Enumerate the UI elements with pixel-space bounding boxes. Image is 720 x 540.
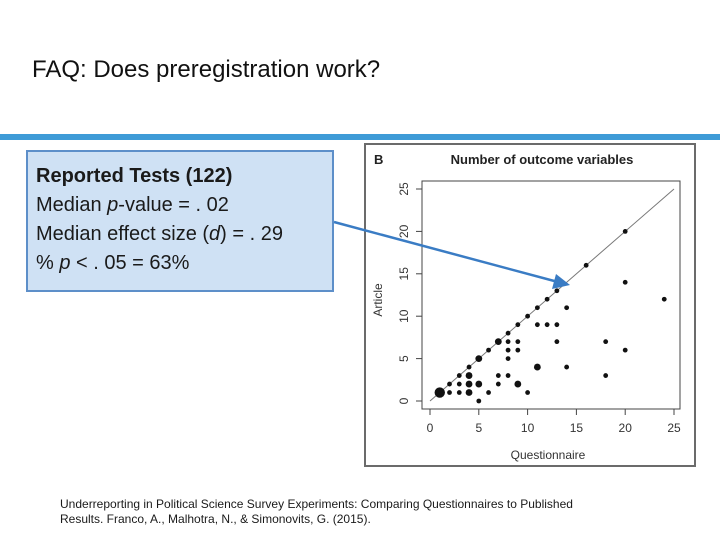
citation: Underreporting in Political Science Surv…	[60, 497, 700, 527]
stats-median-p: Median p-value = . 02	[36, 191, 324, 220]
scatter-point	[554, 288, 560, 294]
scatter-point	[603, 339, 609, 345]
scatter-point	[505, 373, 511, 378]
median-p-prefix: Median	[36, 194, 108, 216]
y-tick-label: 15	[397, 267, 411, 281]
scatter-point	[505, 330, 511, 336]
scatter-point	[456, 381, 462, 387]
scatter-point	[544, 296, 550, 302]
x-tick-label: 15	[570, 421, 584, 435]
scatter-point	[661, 296, 667, 302]
scatter-point	[514, 380, 522, 388]
y-tick-label: 5	[397, 355, 411, 362]
pct-prefix: %	[36, 252, 60, 274]
y-tick-label: 10	[397, 309, 411, 323]
chart-title: Number of outcome variables	[451, 152, 634, 167]
scatter-point	[495, 381, 501, 387]
scatter-point	[515, 347, 521, 353]
median-p-suffix: -value = . 02	[118, 194, 229, 216]
scatter-point	[475, 355, 483, 362]
scatter-point	[465, 389, 473, 396]
annotation-arrow	[333, 220, 559, 284]
scatter-figure: B Number of outcome variables 0 5 10 15 20 25…	[364, 143, 696, 467]
scatter-point	[515, 322, 521, 328]
median-d-italic: d	[209, 223, 221, 245]
pct-suffix: < . 05 = 63%	[70, 252, 190, 274]
scatter-point	[475, 380, 483, 388]
scatter-point	[622, 279, 628, 285]
x-axis-ticks: 0 5 10 15 20 25	[427, 409, 681, 435]
scatter-point	[515, 339, 521, 345]
scatter-point	[583, 262, 589, 268]
y-axis-ticks: 0 5 10 15 20 25	[397, 182, 422, 404]
plot-area-border	[421, 180, 681, 410]
scatter-point	[465, 372, 473, 379]
stats-heading: Reported Tests (122)	[36, 165, 233, 187]
scatter-point	[456, 373, 462, 378]
scatter-point	[564, 364, 570, 370]
median-d-prefix: Median effect size (	[36, 223, 210, 245]
scatter-point	[486, 347, 491, 353]
y-tick-label: 20	[397, 224, 411, 238]
scatter-point	[564, 305, 570, 311]
stats-callout-box: Reported Tests (122) Median p-value = . …	[26, 150, 334, 292]
panel-label: B	[374, 152, 383, 167]
scatter-point	[465, 380, 473, 388]
x-tick-label: 5	[475, 421, 482, 435]
scatter-point	[476, 398, 482, 404]
scatter-point	[534, 305, 540, 311]
citation-line-2: Results. Franco, A., Malhotra, N., & Sim…	[60, 512, 371, 526]
scatter-point	[505, 347, 511, 353]
slide-title: FAQ: Does preregistration work?	[32, 56, 381, 83]
scatter-point	[456, 390, 462, 395]
scatter-point	[434, 387, 445, 398]
x-tick-label: 10	[521, 421, 535, 435]
x-axis-label: Questionnaire	[511, 448, 586, 462]
scatter-point	[505, 356, 511, 361]
stats-percent-significant: % p < . 05 = 63%	[36, 249, 324, 278]
scatter-point	[603, 373, 609, 378]
median-d-suffix: ) = . 29	[220, 223, 283, 245]
scatter-chart: B Number of outcome variables 0 5 10 15 20 25…	[371, 152, 681, 462]
scatter-point	[544, 322, 550, 328]
x-tick-label: 0	[427, 421, 434, 435]
stats-median-d: Median effect size (d) = . 29	[36, 220, 324, 249]
scatter-point	[554, 322, 560, 328]
accent-rule	[0, 134, 720, 140]
scatter-point	[495, 373, 501, 378]
scatter-point	[554, 339, 560, 345]
scatter-point	[534, 322, 540, 328]
x-tick-label: 20	[619, 421, 633, 435]
y-axis-label: Article	[371, 283, 385, 317]
scatter-point	[494, 338, 502, 346]
scatter-point	[447, 390, 452, 395]
scatter-points	[434, 229, 667, 404]
scatter-point	[622, 229, 628, 234]
scatter-point	[525, 390, 530, 395]
scatter-point	[447, 381, 452, 387]
scatter-point	[466, 364, 472, 370]
scatter-point	[622, 347, 628, 353]
pct-italic: p	[59, 252, 71, 274]
scatter-point	[533, 363, 541, 371]
scatter-point	[505, 339, 511, 345]
citation-line-1: Underreporting in Political Science Surv…	[60, 497, 573, 511]
scatter-point	[525, 313, 530, 319]
y-tick-label: 25	[397, 182, 411, 196]
x-tick-label: 25	[667, 421, 681, 435]
scatter-point	[486, 390, 491, 395]
median-p-italic: p	[107, 194, 119, 216]
y-tick-label: 0	[397, 397, 411, 404]
annotation-arrow-head	[552, 274, 570, 289]
